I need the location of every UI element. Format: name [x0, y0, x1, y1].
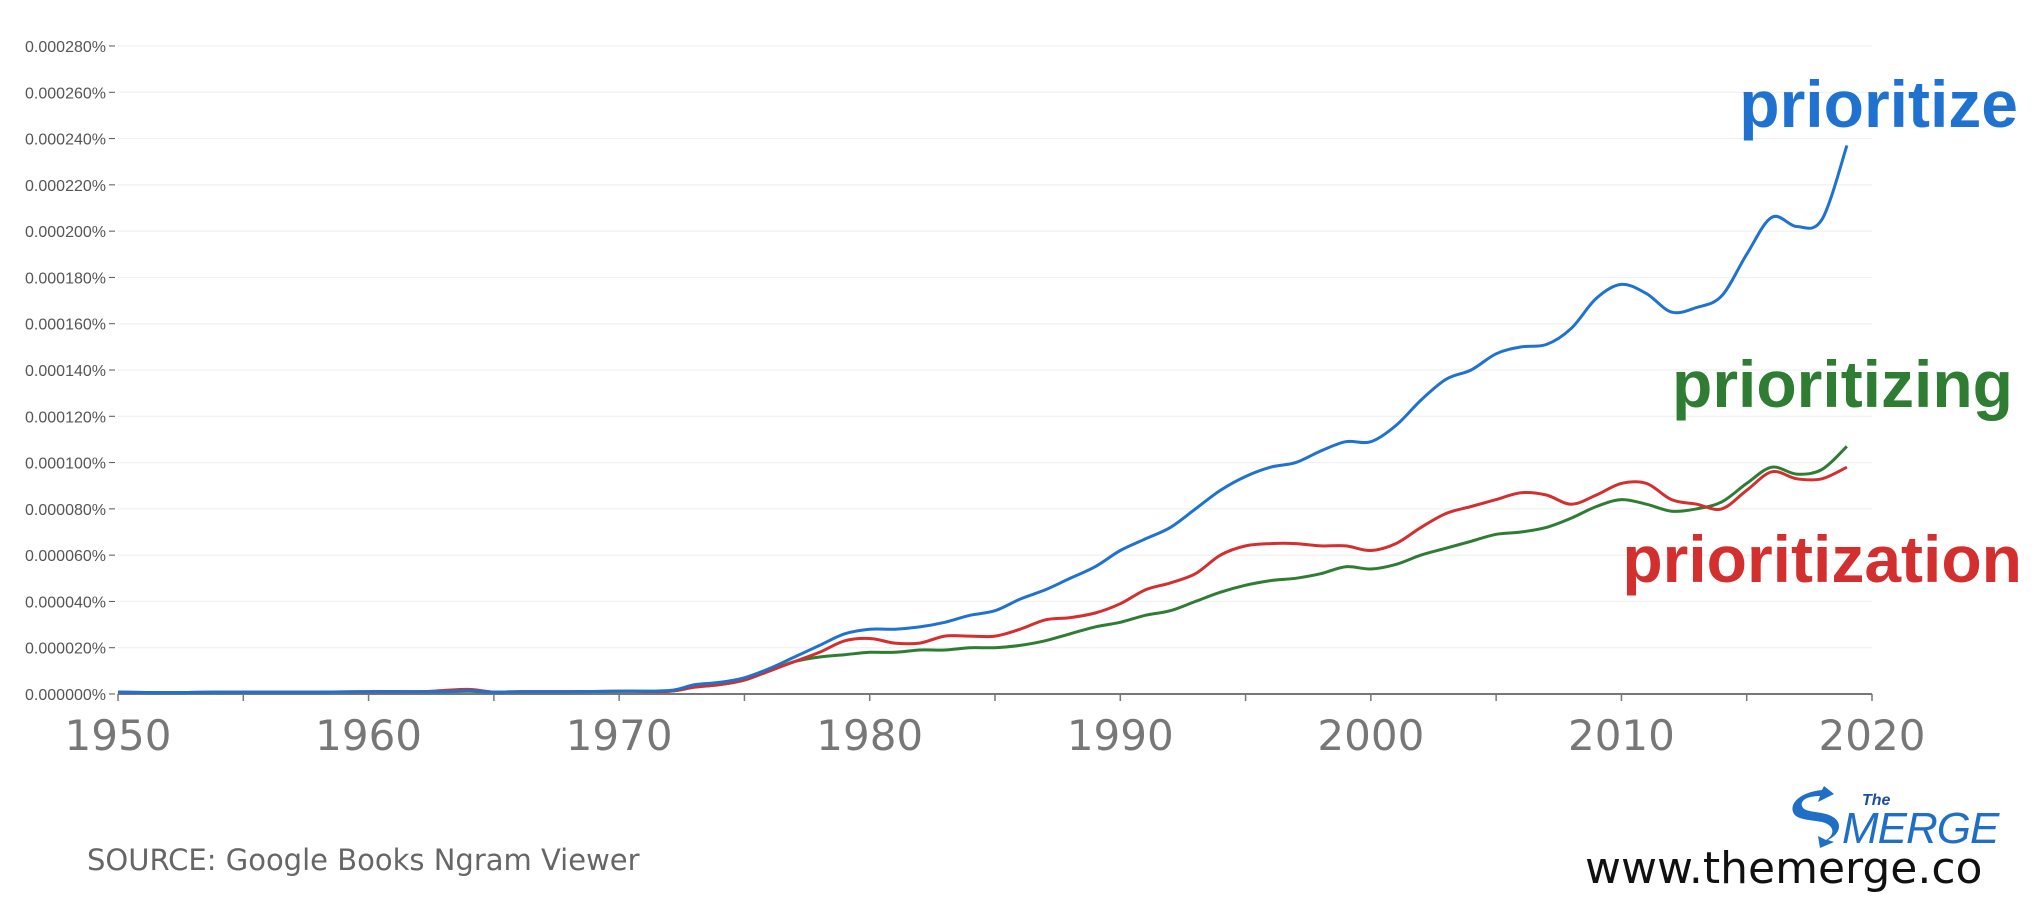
y-tick-label: 0.000040% [25, 594, 106, 611]
source-note: SOURCE: Google Books Ngram Viewer [87, 843, 640, 877]
y-tick-label: 0.000260% [25, 85, 106, 102]
y-tick-label: 0.000140% [25, 363, 106, 380]
x-tick-label: 2020 [1819, 711, 1926, 760]
y-tick-label: 0.000160% [25, 317, 106, 334]
y-tick-label: 0.000200% [25, 224, 106, 241]
x-tick-label: 1980 [816, 711, 923, 760]
x-tick-label: 2010 [1568, 711, 1675, 760]
logo-merge-text: MERGE [1842, 804, 1999, 853]
series-line-prioritize [117, 145, 1849, 695]
y-tick-label: 0.000060% [25, 548, 106, 565]
x-axis: 1950 1960 1970 1980 1990 2000 2010 2020 [65, 693, 1926, 760]
y-tick-label: 0.000080% [25, 502, 106, 519]
series-line-prioritization [117, 465, 1848, 695]
y-tick-label: 0.000000% [25, 687, 106, 704]
y-tick-label: 0.000100% [25, 456, 106, 473]
brand-logo[interactable]: The MERGE [1782, 782, 1999, 853]
y-tick-label: 0.000180% [25, 270, 106, 287]
grid-lines [118, 45, 1872, 649]
series-label-prioritization: prioritization [1622, 522, 2022, 596]
series-lines [117, 145, 1849, 695]
y-tick-label: 0.000220% [25, 178, 106, 195]
series-line-prioritizing [117, 445, 1848, 695]
x-tick-label: 1960 [315, 711, 422, 760]
x-tick-label: 1990 [1067, 711, 1174, 760]
y-tick-label: 0.000020% [25, 641, 106, 658]
series-label-prioritizing: prioritizing [1672, 347, 2013, 421]
logo-the-text: The [1862, 792, 1891, 809]
series-label-prioritize: prioritize [1739, 67, 2018, 141]
y-axis: 0.000000% 0.000020% 0.000040% 0.000060% 0.00… [25, 39, 115, 704]
x-tick-label: 1970 [566, 711, 673, 760]
swoosh-icon [1792, 786, 1840, 848]
ngram-chart: 0.000000% 0.000020% 0.000040% 0.000060% 0.00… [25, 39, 2022, 760]
series-labels: prioritize prioritizing prioritization [1622, 67, 2022, 596]
x-tick-label: 2000 [1317, 711, 1424, 760]
x-tick-label: 1950 [65, 711, 172, 760]
y-tick-label: 0.000240% [25, 132, 106, 149]
website-url[interactable]: www.themerge.co [1585, 843, 1983, 894]
y-tick-label: 0.000280% [25, 39, 106, 56]
y-tick-label: 0.000120% [25, 409, 106, 426]
